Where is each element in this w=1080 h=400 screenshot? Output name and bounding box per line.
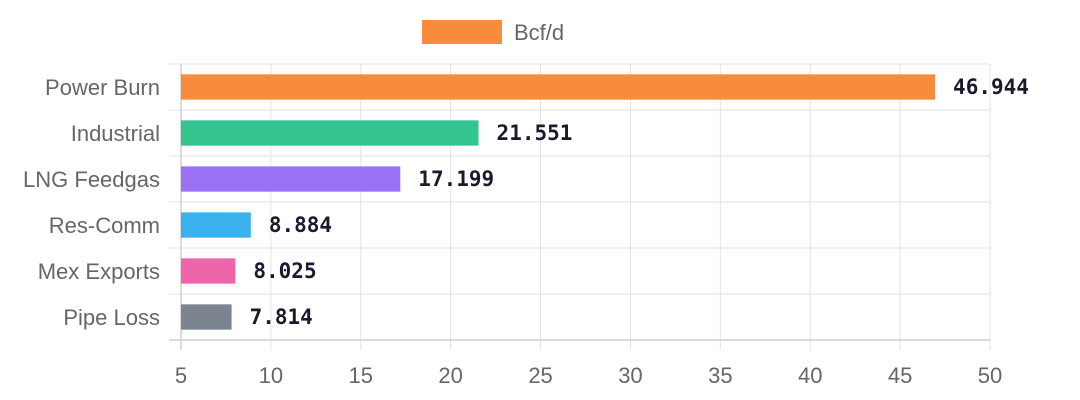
x-tick-labels: 5 10 15 20 25 30 35 40 45 50 (175, 363, 1002, 388)
category-label: Mex Exports (38, 259, 160, 284)
legend: Bcf/d (422, 20, 564, 45)
chart-grid (169, 63, 991, 350)
category-labels: Power Burn Industrial LNG Feedgas Res-Comm M… (23, 75, 160, 330)
x-tick-label: 40 (798, 363, 822, 388)
x-tick-label: 35 (708, 363, 732, 388)
x-tick-label: 5 (175, 363, 187, 388)
legend-label: Bcf/d (514, 20, 564, 45)
category-label: LNG Feedgas (23, 167, 160, 192)
value-label: 21.551 (497, 121, 573, 145)
bar (181, 304, 232, 330)
bar (181, 120, 479, 146)
legend-swatch (422, 20, 502, 44)
bar (181, 212, 251, 238)
bar (181, 166, 401, 192)
category-label: Res-Comm (49, 213, 160, 238)
bar (181, 258, 236, 284)
value-label: 7.814 (250, 305, 313, 329)
category-label: Power Burn (45, 75, 160, 100)
x-tick-label: 10 (259, 363, 283, 388)
category-label: Industrial (71, 121, 160, 146)
value-label: 17.199 (418, 167, 494, 191)
chart-bars (181, 74, 936, 330)
x-tick-label: 45 (888, 363, 912, 388)
value-label: 46.944 (953, 75, 1029, 99)
x-tick-label: 20 (438, 363, 462, 388)
x-tick-label: 50 (978, 363, 1002, 388)
x-tick-label: 30 (618, 363, 642, 388)
x-tick-label: 15 (349, 363, 373, 388)
bar (181, 74, 936, 100)
value-label: 8.884 (269, 213, 332, 237)
category-label: Pipe Loss (63, 305, 160, 330)
value-label: 8.025 (253, 259, 316, 283)
x-tick-label: 25 (528, 363, 552, 388)
